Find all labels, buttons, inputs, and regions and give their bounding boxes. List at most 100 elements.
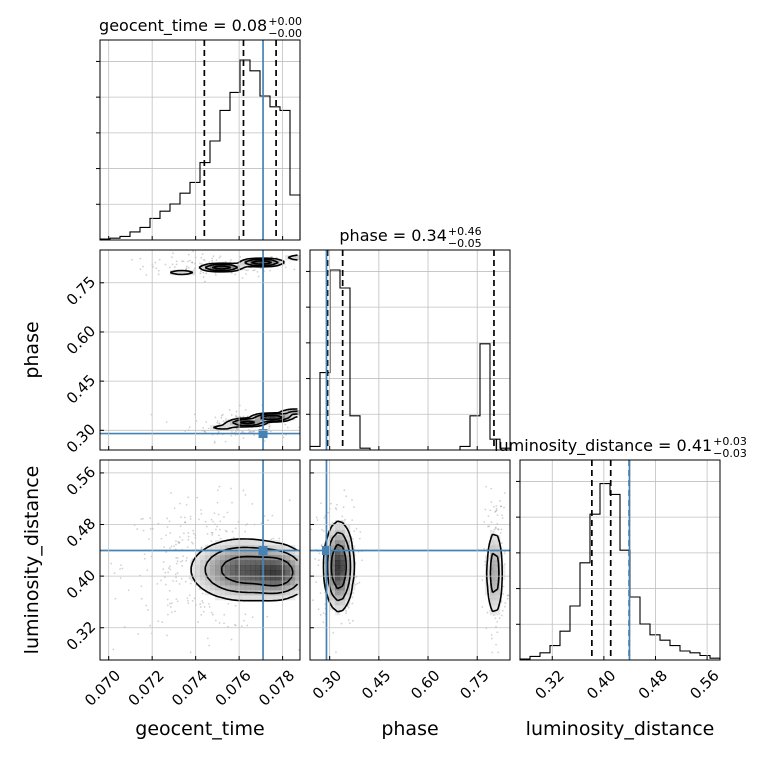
pair-phase-luminosity_distance-density-cell [340, 575, 346, 581]
pair-geocent_time-luminosity_distance-density-cell [195, 555, 201, 561]
pair-geocent_time-phase-sample-point [130, 258, 133, 261]
pair-geocent_time-luminosity_distance-sample-point [206, 532, 209, 535]
pair-geocent_time-luminosity_distance-sample-point [230, 638, 233, 641]
pair-geocent_time-luminosity_distance-density-cell [265, 560, 271, 566]
pair-geocent_time-luminosity_distance-sample-point [184, 580, 187, 583]
pair-geocent_time-luminosity_distance-density-cell [200, 580, 206, 586]
pair-phase-luminosity_distance-density-cell [325, 540, 331, 546]
xtick-label-luminosity_distance: 0.40 [583, 666, 619, 702]
hist-geocent_time-title-plus: +0.00 [268, 15, 302, 28]
pair-geocent_time-luminosity_distance-sample-point [160, 537, 163, 540]
pair-phase-luminosity_distance-density-cell [490, 550, 496, 556]
pair-geocent_time-phase-sample-point [145, 274, 148, 276]
pair-geocent_time-luminosity_distance-sample-point [211, 531, 214, 534]
pair-geocent_time-luminosity_distance-density-cell [295, 555, 300, 561]
pair-geocent_time-phase-sample-point [216, 420, 219, 422]
pair-geocent_time-phase-sample-point [189, 259, 191, 262]
pair-geocent_time-phase-sample-point [193, 267, 196, 270]
pair-geocent_time-luminosity_distance-density-cell [275, 585, 281, 591]
pair-geocent_time-phase-sample-point [242, 430, 245, 433]
pair-geocent_time-luminosity_distance-sample-point [210, 611, 213, 614]
pair-geocent_time-luminosity_distance-sample-point [188, 577, 191, 580]
pair-phase-luminosity_distance-sample-point [495, 507, 498, 510]
pair-geocent_time-luminosity_distance-density-cell [265, 565, 271, 571]
pair-phase-luminosity_distance-sample-point [483, 521, 486, 523]
pair-phase-luminosity_distance-sample-point [501, 609, 504, 612]
pair-phase-luminosity_distance-density-cell [350, 575, 356, 581]
pair-geocent_time-luminosity_distance-sample-point [176, 572, 179, 574]
pair-geocent_time-luminosity_distance-sample-point [169, 602, 171, 605]
pair-geocent_time-luminosity_distance-density-cell [235, 540, 241, 546]
pair-geocent_time-luminosity_distance-density-cell [215, 565, 221, 571]
pair-phase-luminosity_distance-sample-point [490, 521, 493, 524]
pair-geocent_time-phase-panel [100, 250, 300, 450]
pair-geocent_time-luminosity_distance-density-cell [290, 590, 296, 596]
pair-geocent_time-phase-density-cell [290, 410, 296, 416]
pair-geocent_time-luminosity_distance-sample-point [251, 502, 254, 505]
pair-geocent_time-luminosity_distance-sample-point [181, 564, 184, 567]
pair-geocent_time-luminosity_distance-density-cell [210, 550, 216, 556]
pair-geocent_time-luminosity_distance-sample-point [267, 519, 270, 522]
pair-geocent_time-luminosity_distance-density-cell [235, 590, 241, 596]
pair-geocent_time-luminosity_distance-sample-point [212, 520, 215, 523]
pair-geocent_time-phase-sample-point [253, 430, 256, 433]
pair-phase-luminosity_distance-sample-point [494, 510, 497, 513]
pair-phase-luminosity_distance-sample-point [346, 605, 349, 608]
pair-geocent_time-phase-sample-point [211, 257, 214, 260]
pair-phase-luminosity_distance-contours [322, 520, 503, 613]
pair-phase-luminosity_distance-sample-point [488, 525, 491, 528]
hist-luminosity_distance-title-median: 0.41 [677, 436, 713, 455]
pair-geocent_time-luminosity_distance-density-cell [250, 540, 256, 546]
pair-geocent_time-luminosity_distance-density-cell [250, 565, 256, 571]
pair-geocent_time-phase-sample-point [268, 427, 270, 430]
pair-phase-luminosity_distance-density-cell [335, 565, 341, 571]
pair-geocent_time-luminosity_distance-density-cell [200, 565, 206, 571]
pair-phase-luminosity_distance-density-cell [495, 575, 501, 581]
pair-geocent_time-luminosity_distance-sample-point [227, 602, 230, 605]
hist-geocent_time-panel: geocent_time = 0.08 +0.00−0.00 [96, 15, 302, 240]
pair-geocent_time-luminosity_distance-sample-point [168, 565, 171, 568]
pair-geocent_time-luminosity_distance-sample-point [175, 576, 177, 579]
pair-geocent_time-luminosity_distance-density-cell [230, 580, 236, 586]
pair-phase-luminosity_distance-sample-point [321, 528, 323, 531]
hist-luminosity_distance-title-plus: +0.03 [713, 435, 747, 448]
pair-phase-luminosity_distance-grid [310, 460, 510, 660]
pair-geocent_time-luminosity_distance-density-cell [220, 545, 226, 551]
pair-geocent_time-luminosity_distance-sample-point [163, 546, 165, 549]
pair-geocent_time-luminosity_distance-density-cell [225, 540, 231, 546]
pair-phase-luminosity_distance-density-cell [330, 560, 336, 566]
pair-geocent_time-luminosity_distance-density-cell [205, 585, 211, 591]
pair-geocent_time-luminosity_distance-sample-point [192, 532, 195, 535]
xtick-label-phase: 0.75 [456, 666, 492, 702]
hist-geocent_time-title: geocent_time = 0.08 [99, 16, 267, 36]
pair-geocent_time-luminosity_distance-density-cell [210, 570, 216, 576]
pair-geocent_time-luminosity_distance-sample-point [170, 492, 172, 494]
pair-phase-luminosity_distance-sample-point [318, 552, 321, 555]
pair-geocent_time-phase-contour-level-2 [169, 254, 298, 430]
hist-luminosity_distance-frame [519, 459, 721, 661]
pair-geocent_time-luminosity_distance-sample-point [191, 558, 194, 561]
pair-geocent_time-luminosity_distance-sample-point [169, 568, 172, 571]
pair-geocent_time-luminosity_distance-density-cell [190, 570, 196, 576]
pair-geocent_time-luminosity_distance-sample-point [181, 559, 184, 562]
pair-geocent_time-luminosity_distance-density-cell [210, 565, 216, 571]
pair-geocent_time-phase-density-cell [285, 255, 291, 261]
pair-geocent_time-phase-content [100, 250, 300, 450]
pair-phase-luminosity_distance-sample-point [327, 511, 330, 514]
pair-phase-luminosity_distance-density-cell [490, 580, 496, 586]
pair-geocent_time-luminosity_distance-sample-point [175, 540, 177, 542]
pair-geocent_time-luminosity_distance-density-cell [255, 580, 261, 586]
pair-geocent_time-phase-density-cell [245, 260, 251, 266]
pair-geocent_time-luminosity_distance-sample-point [187, 599, 189, 602]
pair-geocent_time-phase-sample-point [225, 418, 227, 420]
pair-phase-luminosity_distance-density-cell [335, 555, 341, 561]
pair-geocent_time-phase-sample-point [235, 416, 237, 418]
pair-phase-luminosity_distance-sample-point [348, 622, 351, 625]
pair-phase-luminosity_distance-density-cell [335, 595, 341, 601]
pair-phase-luminosity_distance-density-cell [325, 580, 331, 586]
pair-phase-luminosity_distance-sample-point [485, 485, 487, 488]
pair-phase-luminosity_distance-density-cell [490, 555, 496, 561]
pair-geocent_time-luminosity_distance-sample-point [187, 535, 190, 538]
pair-geocent_time-luminosity_distance-sample-point [119, 568, 121, 570]
